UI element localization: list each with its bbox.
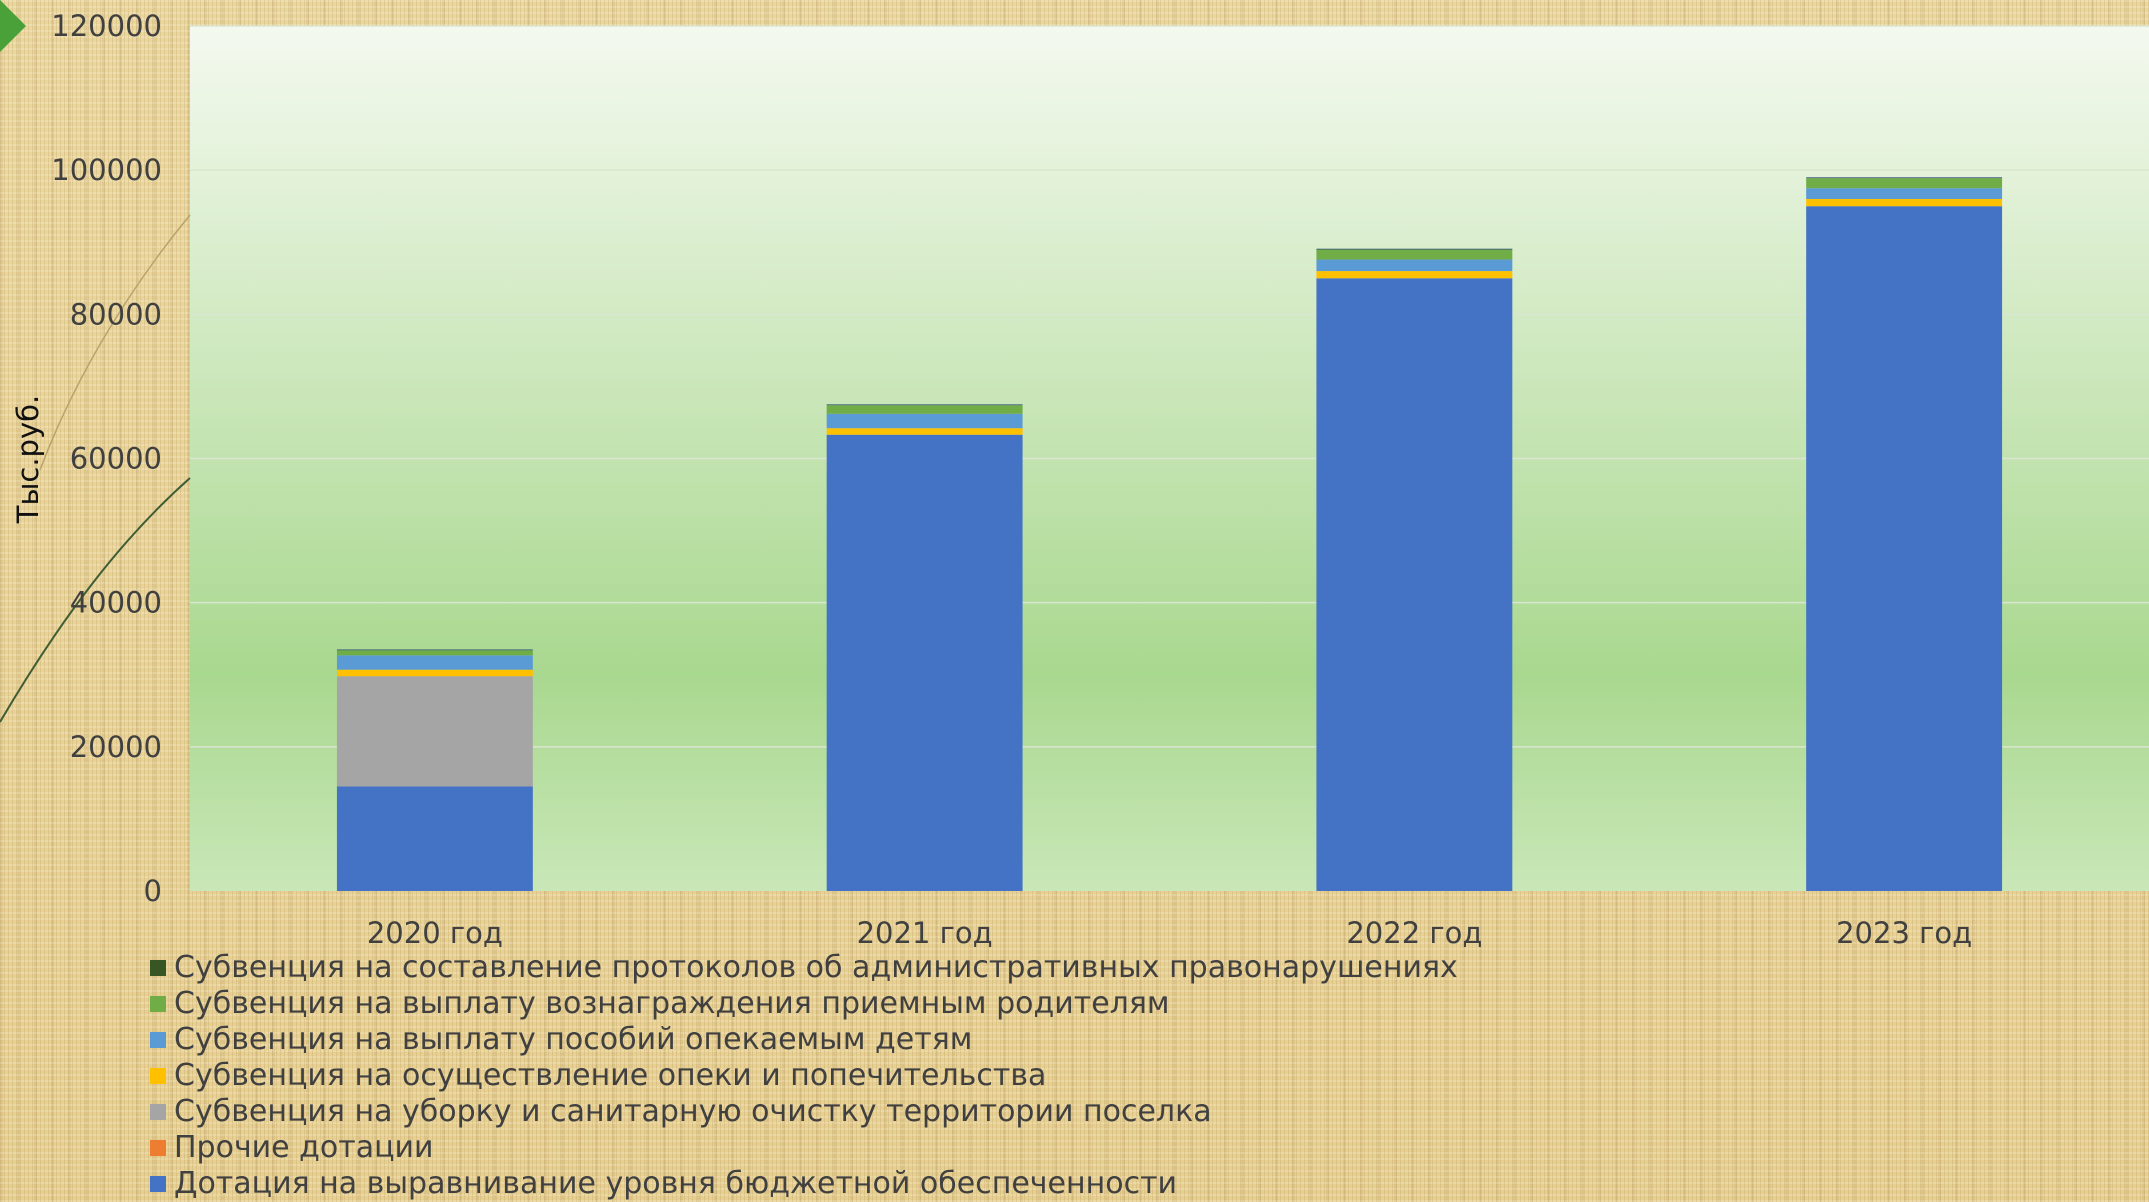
legend-label: Субвенция на выплату пособий опекаемым д… bbox=[174, 1022, 973, 1057]
y-tick-label: 40000 bbox=[70, 586, 162, 620]
bar-segment bbox=[826, 405, 1023, 414]
bar-segment bbox=[1806, 177, 2003, 179]
legend: Субвенция на составление протоколов об а… bbox=[150, 950, 1458, 1202]
x-axis-ticks: 2020 год 2021 год 2022 год 2023 год bbox=[367, 916, 1972, 950]
legend-item: Прочие дотации bbox=[150, 1130, 1458, 1166]
legend-label: Субвенция на осуществление опеки и попеч… bbox=[174, 1058, 1047, 1093]
legend-swatch bbox=[150, 996, 166, 1012]
x-tick-label: 2021 год bbox=[857, 916, 993, 950]
legend-item: Субвенция на осуществление опеки и попеч… bbox=[150, 1058, 1458, 1094]
legend-swatch bbox=[150, 1032, 166, 1048]
legend-label: Субвенция на выплату вознаграждения прие… bbox=[174, 986, 1170, 1021]
legend-item: Субвенция на выплату вознаграждения прие… bbox=[150, 986, 1458, 1022]
legend-swatch bbox=[150, 960, 166, 976]
legend-swatch bbox=[150, 1140, 166, 1156]
x-tick-label: 2022 год bbox=[1346, 916, 1482, 950]
bar-segment bbox=[1806, 206, 2003, 892]
bar-segment bbox=[336, 649, 533, 651]
bar-segment bbox=[336, 676, 533, 787]
legend-label: Прочие дотации bbox=[174, 1130, 434, 1165]
x-tick-label: 2023 год bbox=[1836, 916, 1972, 950]
legend-swatch bbox=[150, 1104, 166, 1120]
legend-item: Субвенция на составление протоколов об а… bbox=[150, 950, 1458, 986]
x-tick-label: 2020 год bbox=[367, 916, 503, 950]
bar-segment bbox=[336, 786, 533, 891]
bar-segment bbox=[826, 434, 1023, 891]
bars bbox=[336, 177, 2003, 892]
legend-item: Субвенция на уборку и санитарную очистку… bbox=[150, 1094, 1458, 1130]
y-tick-label: 120000 bbox=[51, 9, 162, 43]
bar-segment bbox=[1806, 188, 2003, 199]
bar-segment bbox=[1316, 278, 1513, 892]
legend-item: Дотация на выравнивание уровня бюджетной… bbox=[150, 1166, 1458, 1202]
bar-segment bbox=[1316, 259, 1513, 272]
bar-segment bbox=[1806, 199, 2003, 207]
legend-swatch bbox=[150, 1068, 166, 1084]
bar-segment bbox=[1316, 248, 1513, 250]
bar-segment bbox=[826, 404, 1023, 406]
decorative-line bbox=[39, 214, 191, 471]
y-axis-ticks: 0 20000 40000 60000 80000 100000 120000 bbox=[51, 9, 162, 908]
y-tick-label: 0 bbox=[144, 874, 162, 908]
bar-segment bbox=[826, 413, 1023, 429]
bar-segment bbox=[1316, 271, 1513, 279]
legend-swatch bbox=[150, 1176, 166, 1192]
decorative-curve bbox=[0, 477, 191, 723]
y-tick-label: 60000 bbox=[70, 442, 162, 476]
legend-label: Дотация на выравнивание уровня бюджетной… bbox=[174, 1166, 1178, 1201]
y-tick-label: 100000 bbox=[51, 153, 162, 187]
bar-segment bbox=[1806, 178, 2003, 189]
bar-segment bbox=[336, 650, 533, 656]
y-axis-label: Тыс.руб. bbox=[11, 395, 45, 524]
y-tick-label: 20000 bbox=[70, 730, 162, 764]
legend-label: Субвенция на составление протоколов об а… bbox=[174, 950, 1458, 985]
bar-segment bbox=[1316, 249, 1513, 260]
bar-segment bbox=[336, 655, 533, 670]
legend-label: Субвенция на уборку и санитарную очистку… bbox=[174, 1094, 1212, 1129]
bar-segment bbox=[336, 669, 533, 677]
bar-segment bbox=[826, 428, 1023, 435]
legend-item: Субвенция на выплату пособий опекаемым д… bbox=[150, 1022, 1458, 1058]
y-tick-label: 80000 bbox=[70, 297, 162, 331]
green-arrow-decoration bbox=[0, 0, 26, 52]
